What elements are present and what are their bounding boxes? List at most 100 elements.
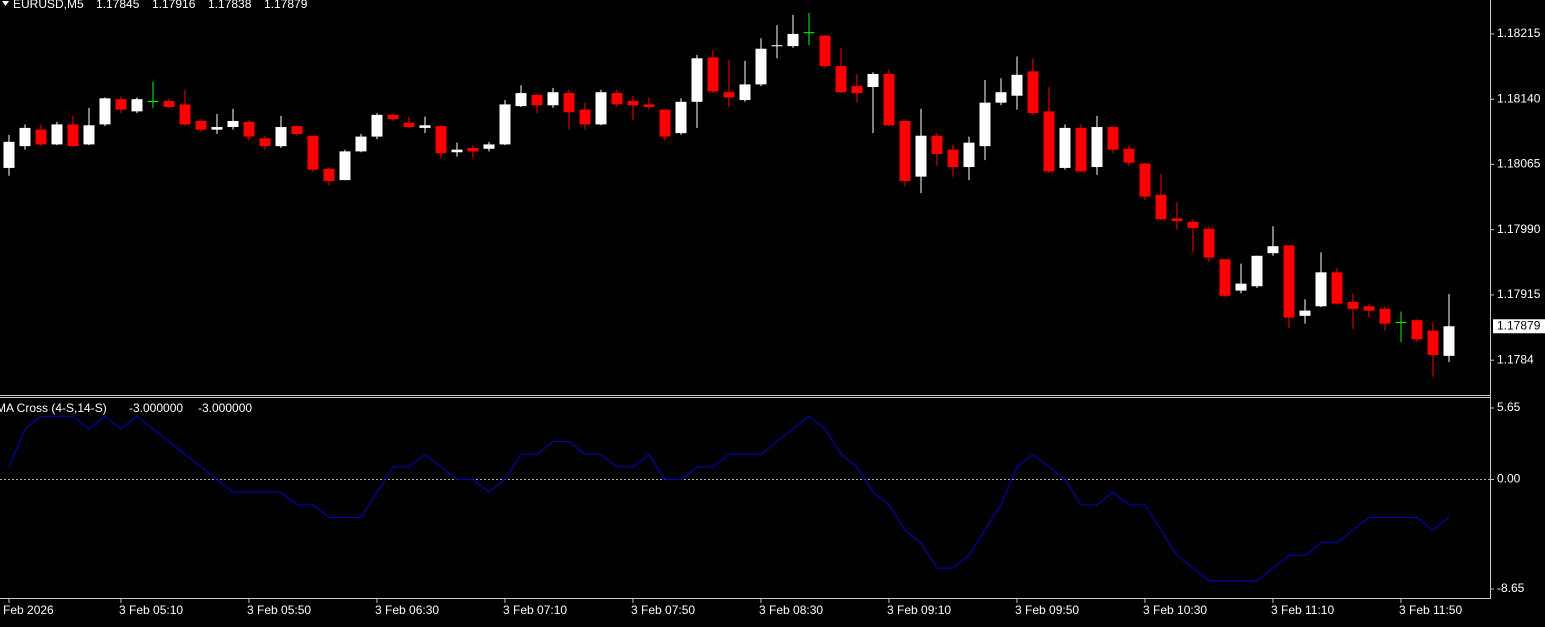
candle-body: [1411, 320, 1423, 340]
candle-body: [659, 109, 671, 137]
candle-body: [1443, 326, 1455, 356]
candle-body: [1299, 310, 1311, 316]
y-tick-label: 1.18140: [1497, 91, 1541, 105]
candle-body: [163, 100, 175, 108]
candle-body: [307, 135, 319, 170]
candle-body: [1251, 255, 1263, 287]
candle-body: [99, 98, 111, 125]
indicator-readout: -3.000000: [198, 401, 252, 415]
x-tick-label: 3 Feb 2026: [0, 603, 54, 617]
candle-body: [371, 114, 383, 137]
candle-body: [115, 99, 127, 110]
candle-body: [131, 99, 143, 112]
candle-body: [211, 127, 223, 130]
candle-body: [1171, 218, 1183, 221]
candle-body: [579, 109, 591, 125]
candle-body: [1043, 111, 1055, 172]
candle-body: [979, 102, 991, 147]
candle-body: [931, 135, 943, 154]
candle-body: [723, 92, 735, 98]
ohlc-readout: 1.17845: [96, 0, 140, 11]
candle-body: [803, 32, 815, 34]
candle-body: [1219, 259, 1231, 296]
x-tick-label: 3 Feb 05:10: [119, 603, 183, 617]
candle-body: [915, 135, 927, 177]
candle-body: [515, 93, 527, 107]
indicator-readout: -3.000000: [129, 401, 183, 415]
candle-body: [899, 120, 911, 181]
candle-body: [1107, 127, 1119, 150]
candle-body: [835, 66, 847, 93]
candle-body: [291, 126, 303, 134]
candle-body: [179, 104, 191, 125]
candle-body: [1395, 321, 1407, 323]
candle-body: [611, 93, 623, 105]
candle-body: [1267, 246, 1279, 254]
candle-body: [275, 127, 287, 147]
candle-body: [1331, 272, 1343, 304]
candle-body: [243, 121, 255, 137]
y-tick-label: 1.17915: [1497, 287, 1541, 301]
candle-body: [1027, 71, 1039, 114]
candle-body: [1235, 283, 1247, 291]
x-tick-label: 3 Feb 06:30: [375, 603, 439, 617]
candle-body: [963, 142, 975, 168]
y-tick-label: -8.65: [1497, 581, 1525, 595]
candle-body: [1187, 221, 1199, 228]
candle-body: [1427, 330, 1439, 355]
candle-body: [1139, 163, 1151, 197]
candle-body: [147, 100, 159, 102]
y-tick-label: 1.1784: [1497, 352, 1534, 366]
candle-body: [675, 101, 687, 134]
last-price-label: 1.17879: [1497, 318, 1541, 332]
candle-body: [19, 127, 31, 147]
candle-body: [771, 45, 783, 47]
y-tick-label: 0.00: [1497, 472, 1521, 486]
indicator-title: MA Cross (4-S,14-S): [0, 401, 107, 415]
x-tick-label: 3 Feb 05:50: [247, 603, 311, 617]
candle-body: [323, 168, 335, 181]
chart-title: EURUSD,M5: [13, 0, 84, 11]
candle-body: [1011, 74, 1023, 96]
y-tick-label: 1.17990: [1497, 222, 1541, 236]
candle-body: [355, 136, 367, 152]
candle-body: [1315, 272, 1327, 307]
candle-body: [195, 120, 207, 130]
candle-body: [995, 92, 1007, 103]
candle-body: [67, 124, 79, 147]
x-tick-label: 3 Feb 11:10: [1271, 603, 1334, 617]
x-tick-label: 3 Feb 10:30: [1143, 603, 1207, 617]
candle-body: [435, 126, 447, 154]
candle-body: [1203, 228, 1215, 258]
candle-body: [563, 93, 575, 113]
candle-body: [547, 92, 559, 106]
x-tick-label: 3 Feb 07:50: [631, 603, 695, 617]
candle-body: [403, 122, 415, 128]
candle-body: [1363, 306, 1375, 311]
candle-body: [419, 125, 431, 128]
x-tick-label: 3 Feb 11:50: [1399, 603, 1462, 617]
candle-body: [1155, 194, 1167, 220]
candle-body: [3, 141, 15, 168]
candle-body: [851, 86, 863, 94]
candle-body: [531, 94, 543, 106]
candle-body: [1283, 245, 1295, 318]
candle-body: [739, 84, 751, 101]
candle-body: [691, 58, 703, 102]
menu-arrow: [2, 1, 9, 6]
candle-body: [755, 48, 767, 85]
candle-body: [387, 114, 399, 120]
candle-body: [483, 144, 495, 149]
x-tick-label: 3 Feb 08:30: [759, 603, 823, 617]
candle-body: [467, 147, 479, 152]
candle-body: [35, 129, 47, 145]
y-tick-label: 1.18065: [1497, 157, 1541, 171]
candle-body: [1347, 301, 1359, 309]
candle-body: [947, 149, 959, 168]
candle-body: [499, 104, 511, 145]
candle-body: [451, 149, 463, 153]
candle-body: [883, 73, 895, 126]
